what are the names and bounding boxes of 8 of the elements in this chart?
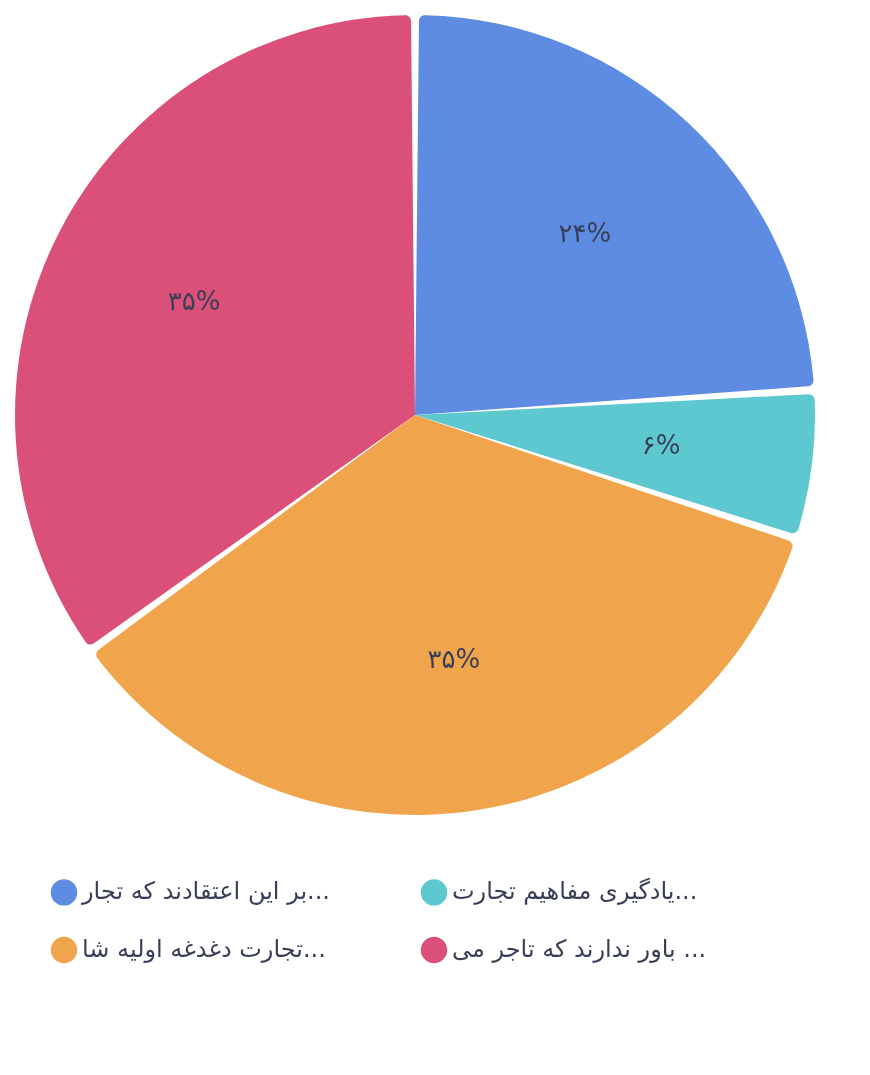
data-label: ۳۵%: [427, 643, 481, 674]
legend-label: بر این اعتقادند که تجار...: [81, 877, 330, 906]
legend-label: تجارت دغدغه اولیه شا...: [82, 935, 326, 963]
data-label: ۶%: [641, 430, 681, 461]
legend-label: باور ندارند که تاجر می ...: [452, 935, 707, 963]
data-label: ۲۴%: [558, 218, 612, 249]
data-label: ۳۵%: [167, 286, 221, 317]
legend-label: یادگیری مفاهیم تجارت...: [452, 877, 698, 906]
